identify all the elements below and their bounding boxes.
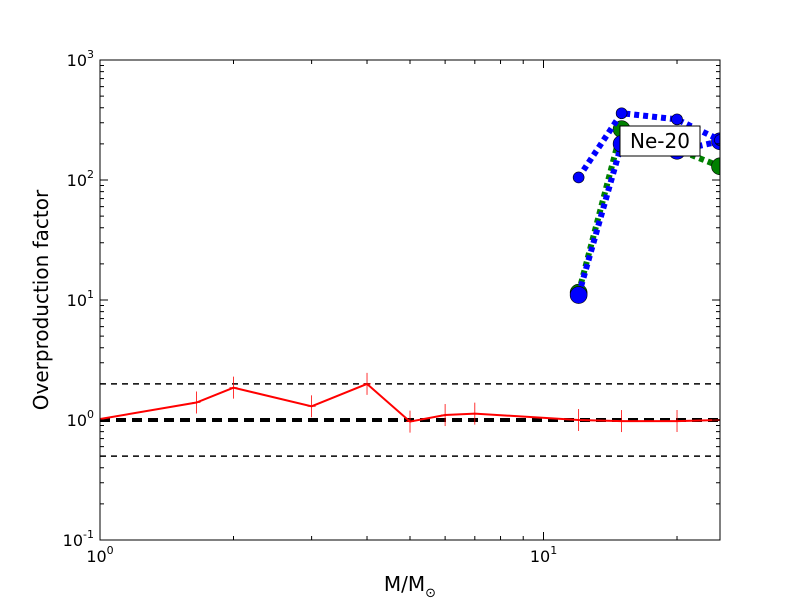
series-3-point xyxy=(714,134,720,146)
annotation-text: Ne-20 xyxy=(630,129,690,153)
y-tick-label: 102 xyxy=(67,168,94,190)
series-3-point xyxy=(572,171,585,184)
x-axis-label-main: M/M xyxy=(384,572,425,596)
x-axis-label-subscript: ⊙ xyxy=(425,586,436,600)
series-3-point xyxy=(671,113,683,126)
annotation: Ne-20 xyxy=(619,125,701,157)
y-tick-label: 101 xyxy=(67,288,94,310)
series-3-point xyxy=(615,107,628,120)
x-tick-label: 100 xyxy=(86,544,113,566)
series-2-point xyxy=(569,286,588,304)
y-tick-label: 100 xyxy=(67,408,94,430)
x-tick-label: 101 xyxy=(530,544,557,566)
y-tick-label: 103 xyxy=(67,48,94,70)
series-1-point xyxy=(711,157,720,176)
x-axis-label: M/M⊙ xyxy=(384,572,436,600)
series-2-line xyxy=(575,138,720,296)
annotation-box xyxy=(619,125,701,157)
y-axis-label: Overproduction factor xyxy=(29,189,53,410)
y-tick-label: 10-1 xyxy=(63,528,94,550)
series-0-line xyxy=(100,382,720,423)
